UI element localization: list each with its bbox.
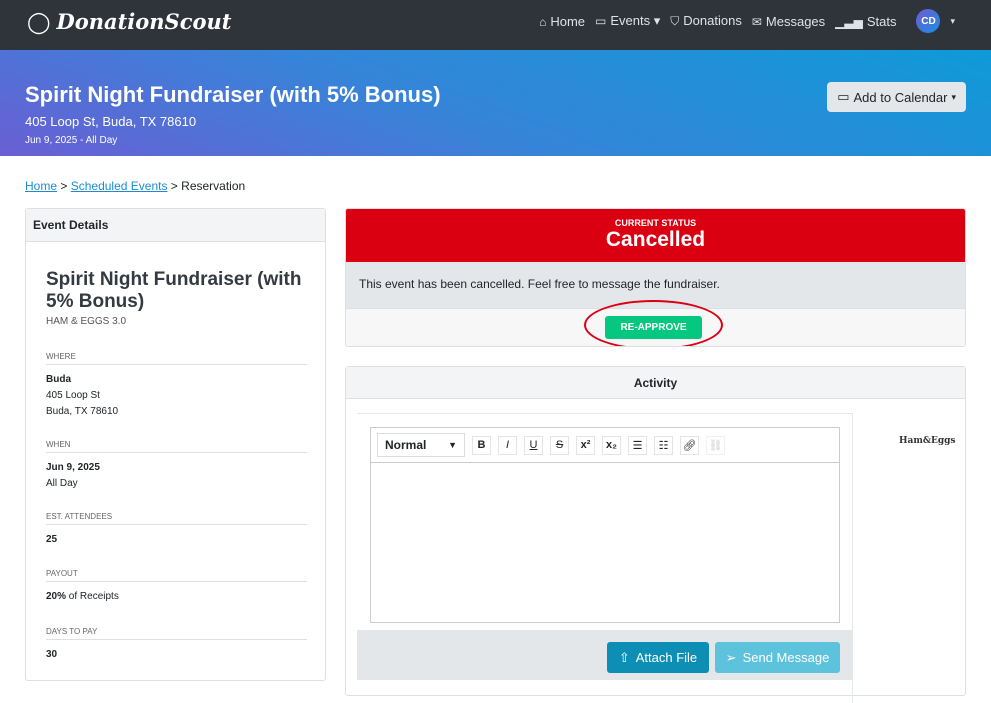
navbar: ◯ DonationScout ⌂ Home ▭ Events ▾ ⛉ Donation… <box>0 0 991 50</box>
message-textarea[interactable] <box>371 463 839 623</box>
format-select[interactable]: Normal ▼ <box>377 433 465 457</box>
paper-plane-icon: ➢ <box>725 649 737 665</box>
calendar-icon: ▭ <box>595 14 607 28</box>
status-card: CURRENT STATUS Cancelled This event has … <box>345 208 966 347</box>
page-title: Spirit Night Fundraiser (with 5% Bonus) <box>25 82 441 107</box>
nav-donations[interactable]: ⛉ Donations <box>670 13 742 28</box>
strikethrough-icon[interactable]: S <box>550 435 569 455</box>
breadcrumb-home[interactable]: Home <box>25 179 58 193</box>
where-section: WHERE Buda 405 Loop St Buda, TX 78610 <box>46 352 307 420</box>
home-icon: ⌂ <box>539 14 547 29</box>
add-to-calendar-button[interactable]: ▭ Add to Calendar ▾ <box>827 82 966 112</box>
activity-card: Activity Normal ▼ B I U S x² x₂ ☰ ☷ 🔗︎ ⛓ … <box>345 366 966 703</box>
attach-file-button[interactable]: ⇧ Attach File <box>607 642 709 673</box>
highlight-circle <box>584 300 723 346</box>
event-date: Jun 9, 2025 - All Day <box>25 135 118 146</box>
send-message-button[interactable]: ➢ Send Message <box>715 642 840 673</box>
payout-section: PAYOUT 20% of Receipts <box>46 569 307 605</box>
breadcrumb-current: Reservation <box>181 179 246 193</box>
subscript-icon[interactable]: x₂ <box>602 435 621 455</box>
event-details-card: Event Details Spirit Night Fundraiser (w… <box>25 208 326 681</box>
nav-home[interactable]: ⌂ Home <box>539 13 586 29</box>
unlink-icon: ⛓ <box>706 435 725 455</box>
ham-and-eggs-logo: Ham&Eggs <box>899 436 956 446</box>
envelope-icon: ✉ <box>751 14 762 29</box>
brand-logo[interactable]: ◯ DonationScout <box>27 9 232 34</box>
card-header: Activity <box>346 367 965 399</box>
editor-actions: ⇧ Attach File ➢ Send Message <box>357 630 852 680</box>
money-bag-icon: ◯ <box>27 9 51 34</box>
calendar-icon: ▭ <box>837 89 850 104</box>
editor-toolbar: Normal ▼ B I U S x² x₂ ☰ ☷ 🔗︎ ⛓ <box>371 428 839 463</box>
upload-icon: ⇧ <box>618 649 630 665</box>
caret-down-icon: ▼ <box>448 440 457 450</box>
avatar[interactable]: CD <box>916 9 941 33</box>
nav-stats[interactable]: ▁▃▅ Stats <box>835 13 897 29</box>
bag-icon: ⛉ <box>670 14 680 28</box>
card-header: Event Details <box>26 209 325 242</box>
superscript-icon[interactable]: x² <box>576 435 595 455</box>
nav-events[interactable]: ▭ Events ▾ <box>595 13 661 28</box>
ordered-list-icon[interactable]: ☷ <box>654 435 673 455</box>
event-hero: Spirit Night Fundraiser (with 5% Bonus) … <box>0 50 991 156</box>
bar-chart-icon: ▁▃▅ <box>835 14 863 29</box>
when-section: WHEN Jun 9, 2025 All Day <box>46 440 307 492</box>
breadcrumb-scheduled-events[interactable]: Scheduled Events <box>70 179 168 193</box>
event-address: 405 Loop St, Buda, TX 78610 <box>25 114 197 129</box>
bold-icon[interactable]: B <box>472 435 491 455</box>
italic-icon[interactable]: I <box>498 435 517 455</box>
status-banner: CURRENT STATUS Cancelled <box>346 209 965 262</box>
link-icon[interactable]: 🔗︎ <box>680 435 699 455</box>
chevron-down-icon: ▾ <box>951 91 956 102</box>
days-to-pay-section: DAYS TO PAY 30 <box>46 627 307 663</box>
event-title: Spirit Night Fundraiser (with 5% Bonus) <box>46 269 302 312</box>
status-value: Cancelled <box>605 228 706 251</box>
nav-messages[interactable]: ✉ Messages <box>751 13 826 29</box>
underline-icon[interactable]: U <box>524 435 543 455</box>
chevron-down-icon[interactable]: ▾ <box>950 15 955 26</box>
message-editor: Normal ▼ B I U S x² x₂ ☰ ☷ 🔗︎ ⛓ <box>370 427 840 623</box>
organization-name: HAM & EGGS 3.0 <box>46 316 127 327</box>
breadcrumb: Home > Scheduled Events > Reservation <box>25 179 246 193</box>
bullet-list-icon[interactable]: ☰ <box>628 435 647 455</box>
attendees-section: EST. ATTENDEES 25 <box>46 512 307 548</box>
